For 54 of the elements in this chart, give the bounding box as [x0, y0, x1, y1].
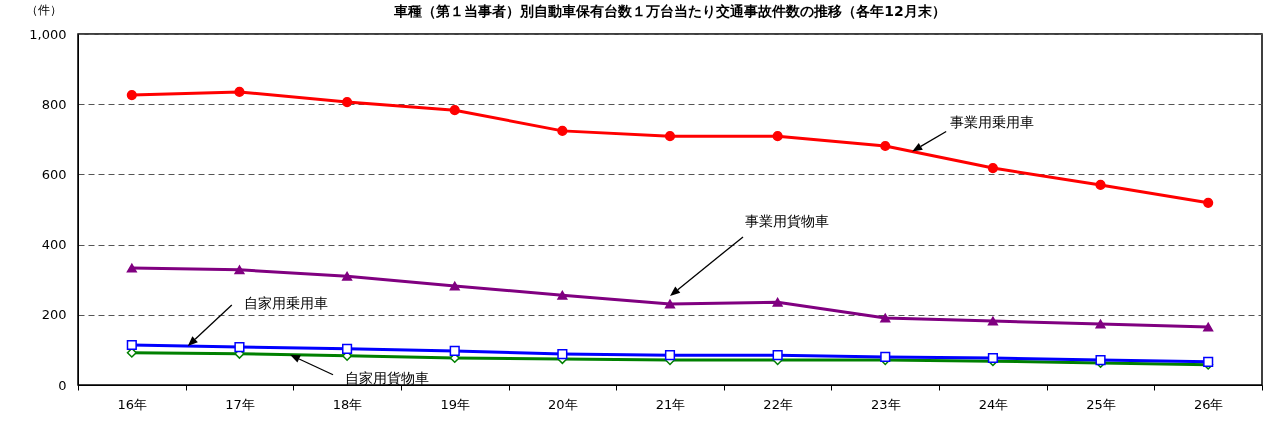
series-label: 自家用貨物車: [345, 369, 430, 386]
x-tick-label: 25年: [1086, 396, 1116, 412]
x-tick-label: 24年: [978, 396, 1009, 412]
x-tick-label: 21年: [655, 396, 686, 412]
point: [772, 350, 783, 361]
y-tick-label: 400: [41, 237, 67, 253]
point: [234, 86, 245, 97]
point: [664, 131, 676, 142]
point: [126, 90, 137, 101]
x-tick-label: 19年: [440, 396, 470, 412]
point: [557, 125, 568, 136]
y-tick-label: 600: [41, 166, 67, 182]
point: [664, 299, 676, 309]
x-tick-label: 16年: [117, 396, 148, 412]
x-tick-label: 17年: [225, 396, 255, 412]
point: [126, 339, 137, 351]
x-tick-label: 26年: [1193, 396, 1224, 412]
point: [342, 97, 353, 108]
point: [664, 350, 676, 361]
point: [1203, 322, 1214, 332]
y-tick-label: 1,000: [29, 26, 67, 42]
point: [1203, 197, 1214, 208]
x-tick-label: 20年: [548, 396, 578, 412]
text: 事業用貨物車: [745, 212, 829, 229]
point: [987, 163, 998, 174]
point: [1203, 356, 1214, 367]
chart-title: 車種（第１当事者）別自動車保有台数１万台当たり交通事故件数の推移（各年12月末）: [393, 3, 946, 19]
y-tick-label: 0: [58, 377, 67, 393]
y-tick-label: 800: [41, 96, 67, 112]
text: 自家用乗用車: [243, 295, 328, 312]
point: [987, 316, 998, 326]
point: [449, 281, 460, 291]
y-tick-label: 200: [41, 307, 67, 323]
point: [1095, 319, 1106, 329]
point: [880, 140, 891, 152]
point: [880, 313, 891, 323]
point: [772, 131, 783, 142]
x-tick-label: 22年: [763, 396, 793, 412]
point: [880, 351, 891, 362]
point: [234, 265, 245, 275]
y-axis-title: （件）: [25, 2, 62, 17]
point: [342, 271, 353, 281]
point: [126, 263, 137, 273]
point: [1095, 179, 1106, 190]
point: [449, 105, 460, 116]
text: 事業用乗用車: [950, 114, 1035, 131]
point: [342, 343, 353, 354]
point: [772, 297, 783, 307]
x-tick-label: 18年: [332, 396, 363, 412]
x-tick-label: 23年: [871, 396, 901, 412]
point: [557, 349, 568, 360]
point: [449, 345, 460, 357]
point: [234, 342, 245, 353]
point: [557, 290, 568, 300]
